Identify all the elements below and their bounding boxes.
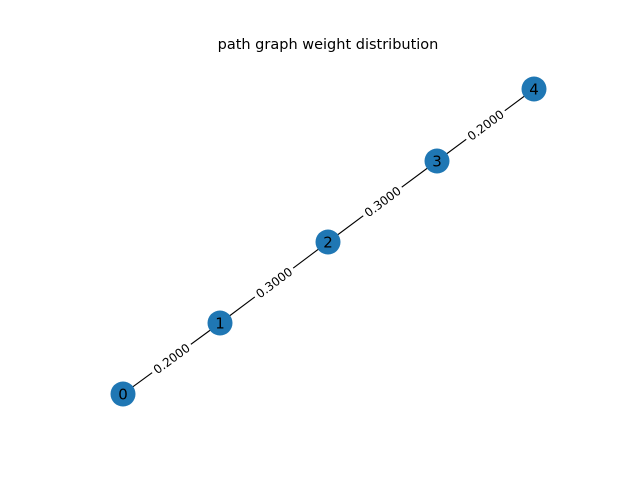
node-label-0: 0 [118, 386, 128, 404]
edge-weight-label: 0.2000 [465, 107, 507, 143]
node-label-2: 2 [323, 234, 333, 252]
plot-title: path graph weight distribution [218, 37, 439, 53]
node-label-3: 3 [432, 153, 442, 171]
edge-weight-label: 0.3000 [253, 265, 295, 301]
node-2 [315, 229, 341, 255]
nodes-layer: 0 1 2 3 4 [110, 76, 547, 407]
edge-label-group-2-3: 0.3000 [358, 180, 407, 223]
node-1 [207, 310, 233, 336]
node-4 [521, 76, 547, 102]
node-label-4: 4 [529, 81, 539, 99]
edge-label-background [147, 337, 196, 380]
edge-weight-label: 0.2000 [151, 341, 193, 377]
edge-weight-label: 0.3000 [362, 184, 404, 220]
node-0 [110, 381, 136, 407]
edge-label-group-0-1: 0.2000 [147, 337, 196, 380]
edge-label-background [249, 261, 299, 304]
node-label-1: 1 [215, 315, 225, 333]
edge-label-background [358, 180, 407, 223]
edge-label-group-3-4: 0.2000 [461, 104, 510, 146]
edge-label-group-1-2: 0.3000 [249, 261, 299, 304]
edge-label-background [461, 104, 510, 146]
node-3 [424, 148, 450, 174]
